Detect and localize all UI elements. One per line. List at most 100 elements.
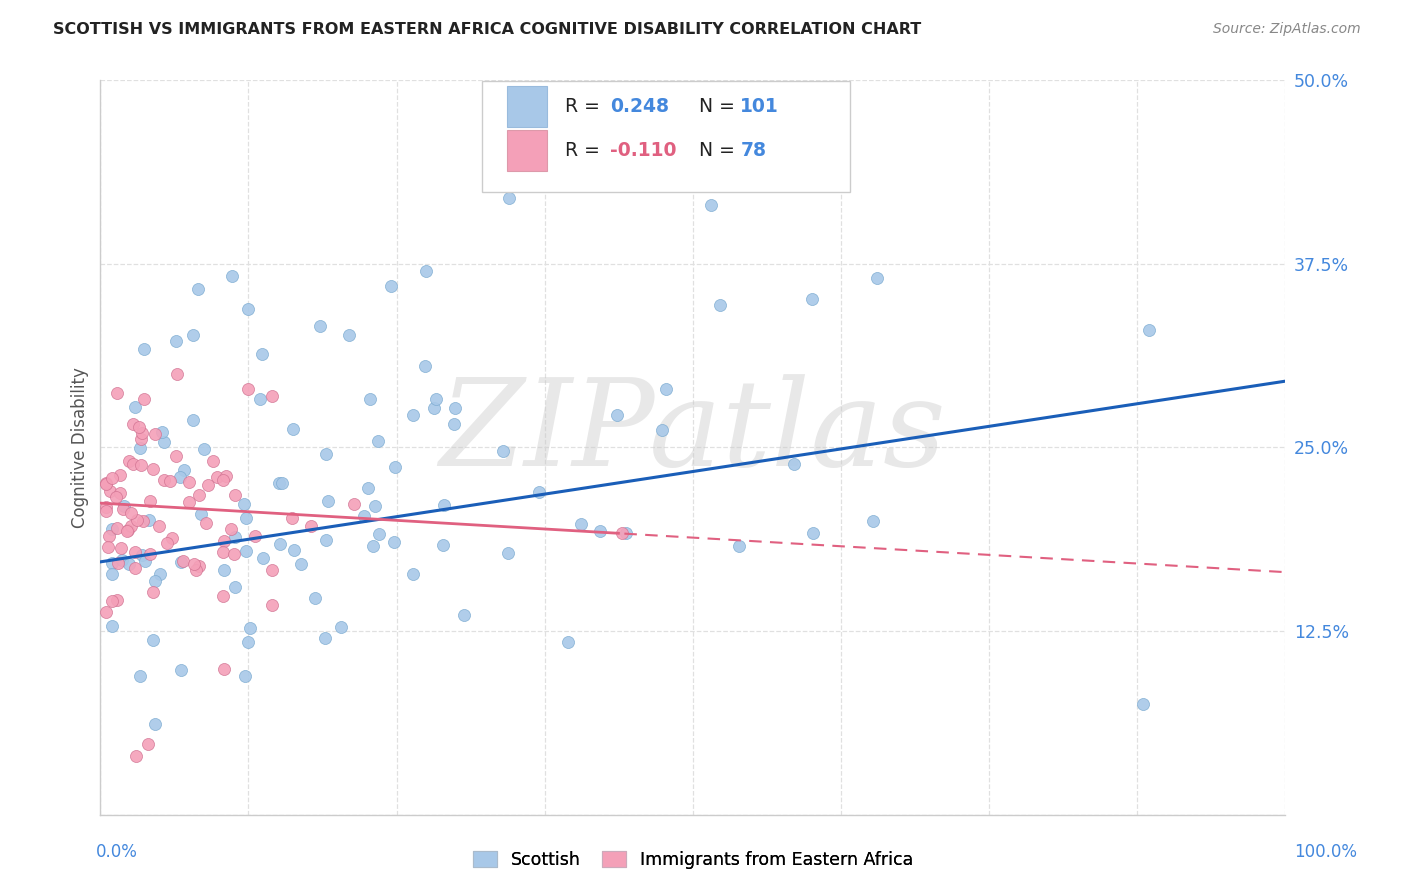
Point xyxy=(136,737,159,751)
Point xyxy=(122,457,145,471)
Point xyxy=(862,514,884,528)
Text: N =: N = xyxy=(699,141,735,160)
Point xyxy=(238,301,260,316)
Point xyxy=(367,434,389,449)
Point xyxy=(243,529,266,543)
Point xyxy=(139,548,162,562)
Point xyxy=(190,507,212,521)
Point xyxy=(138,513,160,527)
Point xyxy=(301,518,323,533)
Point xyxy=(131,432,153,446)
Point xyxy=(152,425,174,439)
Point xyxy=(498,546,520,560)
Point xyxy=(212,590,235,604)
Point xyxy=(413,359,436,373)
Point xyxy=(606,409,628,423)
Point xyxy=(96,605,118,619)
Point xyxy=(423,401,446,416)
Point xyxy=(112,499,135,513)
Point xyxy=(588,524,610,538)
Point xyxy=(101,522,124,536)
Point xyxy=(108,467,131,482)
Point xyxy=(651,423,673,437)
Point xyxy=(215,468,238,483)
Point xyxy=(315,446,337,460)
Point xyxy=(142,633,165,648)
Point xyxy=(527,484,550,499)
Point xyxy=(170,555,193,569)
Point xyxy=(156,536,179,550)
Point xyxy=(443,401,465,416)
Point xyxy=(143,574,166,588)
FancyBboxPatch shape xyxy=(506,129,547,171)
Point xyxy=(197,478,219,492)
Text: R =: R = xyxy=(565,97,600,116)
Point xyxy=(224,530,246,544)
Point xyxy=(709,297,731,311)
Point xyxy=(97,529,120,543)
Point xyxy=(100,594,122,608)
Point xyxy=(117,524,139,538)
Point xyxy=(112,502,135,516)
Point xyxy=(221,269,243,284)
Point xyxy=(142,585,165,599)
Point xyxy=(165,334,187,349)
Point xyxy=(304,591,326,605)
Point xyxy=(124,561,146,575)
Point xyxy=(212,545,235,559)
Text: ZIPatlas: ZIPatlas xyxy=(440,374,946,491)
Point xyxy=(249,392,271,406)
Text: R =: R = xyxy=(565,141,600,160)
Point xyxy=(187,488,209,502)
Point xyxy=(177,475,200,490)
Point xyxy=(212,663,235,677)
Point xyxy=(655,383,678,397)
Point xyxy=(105,490,128,504)
Point xyxy=(212,533,235,548)
Point xyxy=(110,541,132,555)
Point xyxy=(224,488,246,502)
Point xyxy=(117,524,139,538)
Text: SCOTTISH VS IMMIGRANTS FROM EASTERN AFRICA COGNITIVE DISABILITY CORRELATION CHAR: SCOTTISH VS IMMIGRANTS FROM EASTERN AFRI… xyxy=(53,22,922,37)
Point xyxy=(281,511,304,525)
Point xyxy=(97,540,120,554)
Point xyxy=(356,481,378,495)
FancyBboxPatch shape xyxy=(506,86,547,128)
Point xyxy=(170,664,193,678)
Point xyxy=(224,580,246,594)
Point xyxy=(728,539,751,553)
Point xyxy=(330,620,353,634)
Point xyxy=(124,400,146,414)
Point xyxy=(492,444,515,458)
Point xyxy=(181,413,204,427)
Point xyxy=(98,483,121,498)
Point xyxy=(235,511,257,525)
Point xyxy=(669,176,692,190)
Text: 78: 78 xyxy=(740,141,766,160)
Point xyxy=(252,550,274,565)
Point xyxy=(128,420,150,434)
Point xyxy=(138,494,160,508)
Point xyxy=(96,476,118,491)
Point xyxy=(384,459,406,474)
Text: 0.248: 0.248 xyxy=(610,97,669,116)
Point xyxy=(143,716,166,731)
Point xyxy=(433,498,456,512)
Point xyxy=(498,190,520,204)
Point xyxy=(212,563,235,577)
Point xyxy=(128,669,150,683)
Point xyxy=(105,521,128,535)
Point xyxy=(262,563,284,577)
Point xyxy=(127,513,149,527)
Point xyxy=(122,417,145,431)
Point xyxy=(134,554,156,568)
Point xyxy=(865,271,887,285)
Point xyxy=(453,608,475,623)
Point xyxy=(132,342,155,356)
Point xyxy=(143,427,166,442)
Point xyxy=(205,470,228,484)
Point xyxy=(124,545,146,559)
Point xyxy=(250,347,273,361)
Point xyxy=(569,516,592,531)
Point xyxy=(118,454,141,468)
